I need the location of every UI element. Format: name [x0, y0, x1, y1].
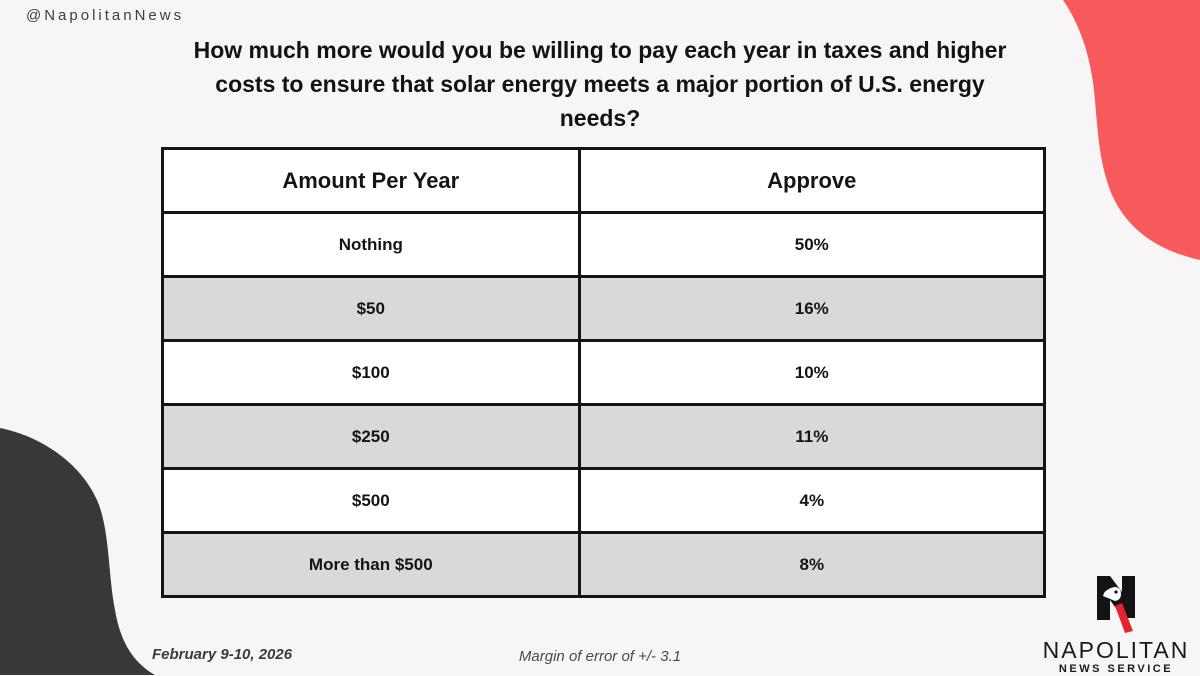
table-row: $250 11%	[161, 403, 1047, 470]
table-row: Nothing 50%	[161, 211, 1047, 278]
approve-cell: 11%	[577, 403, 1047, 470]
margin-of-error: Margin of error of +/- 3.1	[518, 648, 682, 665]
logo-tagline-text: NEWS SERVICE	[1058, 663, 1174, 675]
approve-cell: 16%	[577, 275, 1047, 342]
title-line-3: needs?	[559, 105, 641, 131]
approve-cell: 10%	[577, 339, 1047, 406]
social-handle[interactable]: @NapolitanNews	[26, 7, 185, 24]
column-header-approve: Approve	[577, 147, 1047, 214]
table-header-row: Amount Per Year Approve	[161, 147, 1047, 214]
table-row: $500 4%	[161, 467, 1047, 534]
approve-cell: 8%	[577, 531, 1047, 598]
red-corner-blob	[1063, 0, 1200, 260]
title-line-1: How much more would you be willing to pa…	[193, 37, 1007, 63]
logo-name-text: NAPOLITAN	[1042, 637, 1190, 663]
napolitan-logo: NAPOLITAN NEWS SERVICE	[1040, 576, 1192, 676]
column-header-amount: Amount Per Year	[161, 147, 581, 214]
table-row: $100 10%	[161, 339, 1047, 406]
poll-question-title: How much more would you be willing to pa…	[140, 33, 1060, 135]
amount-cell: Nothing	[161, 211, 581, 278]
amount-cell: More than $500	[161, 531, 581, 598]
approve-cell: 50%	[577, 211, 1047, 278]
amount-cell: $100	[161, 339, 581, 406]
poll-date: February 9-10, 2026	[152, 646, 293, 663]
title-line-2: costs to ensure that solar energy meets …	[215, 71, 985, 97]
table-row: $50 16%	[161, 275, 1047, 342]
table-row: More than $500 8%	[161, 531, 1047, 598]
amount-cell: $50	[161, 275, 581, 342]
napolitan-eagle-n-icon	[1097, 576, 1135, 633]
amount-cell: $250	[161, 403, 581, 470]
approve-cell: 4%	[577, 467, 1047, 534]
poll-results-table: Amount Per Year Approve Nothing 50% $50 …	[161, 147, 1047, 598]
amount-cell: $500	[161, 467, 581, 534]
dark-corner-blob	[0, 428, 155, 675]
